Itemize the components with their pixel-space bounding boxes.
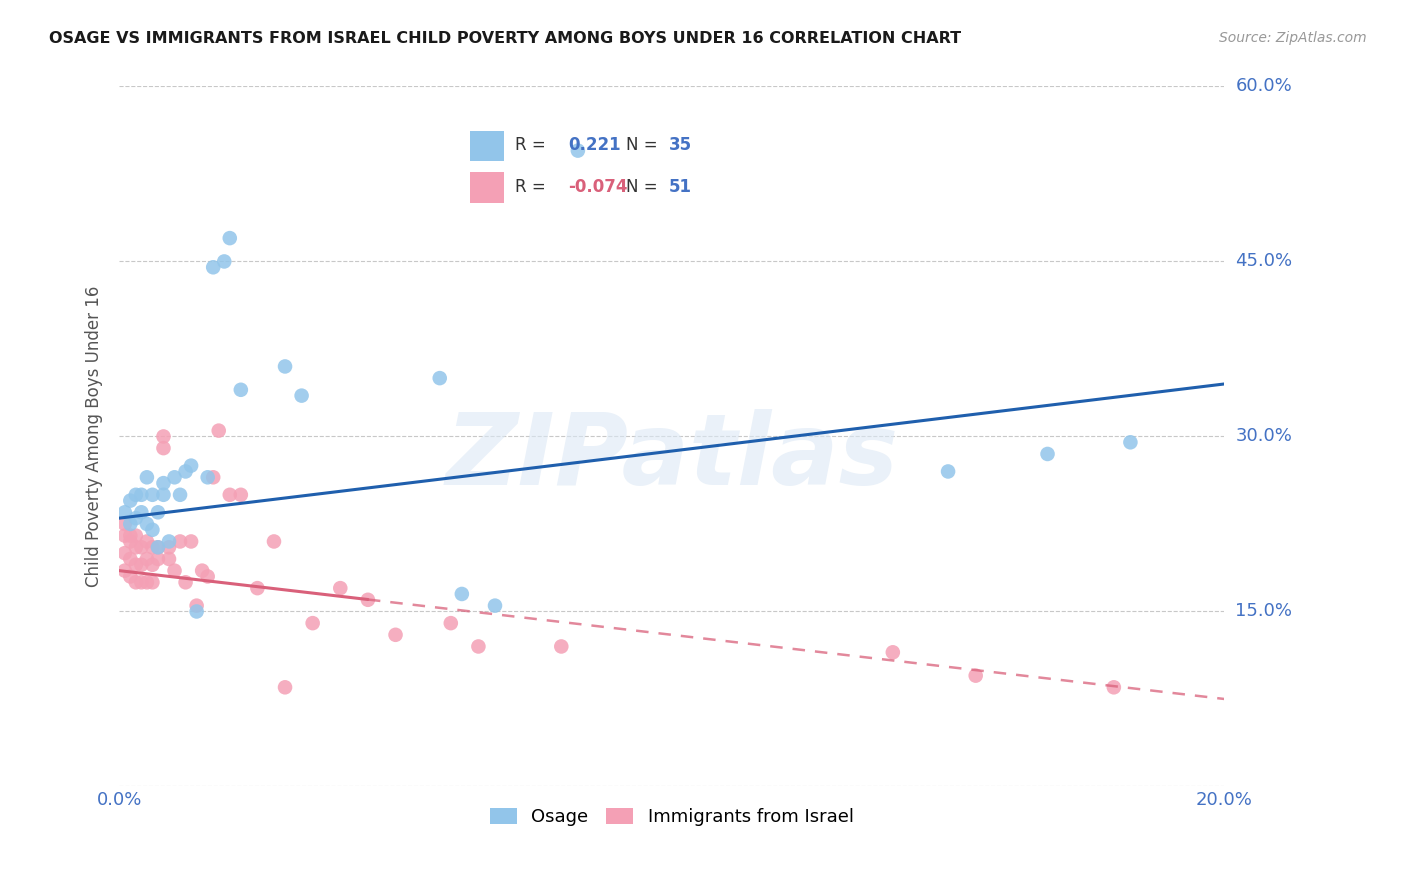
Point [141,575,163,590]
Point [131,541,153,555]
Point [174,465,197,479]
Point [135,534,157,549]
Point [274,359,297,374]
Point [114,505,136,519]
Point [120,552,142,566]
Point [146,541,169,555]
Point [208,424,231,438]
Point [146,552,169,566]
Point [550,640,572,654]
Point [141,523,163,537]
Text: 15.0%: 15.0% [1236,602,1292,621]
Point [163,470,186,484]
Point [157,534,180,549]
Point [125,575,148,590]
Point [125,511,148,525]
Point [157,541,180,555]
Point [163,564,186,578]
Point [429,371,451,385]
Point [125,488,148,502]
Point [141,541,163,555]
Point [125,541,148,555]
Point [197,569,219,583]
Point [152,488,174,502]
Point [218,488,240,502]
Point [152,429,174,443]
Point [131,558,153,572]
Point [218,231,240,245]
Point [141,488,163,502]
Point [120,569,142,583]
Point [125,528,148,542]
Point [120,528,142,542]
Point [965,668,987,682]
Point [467,640,489,654]
Text: ZIPatlas: ZIPatlas [446,409,898,506]
Point [180,534,202,549]
Point [882,645,904,659]
Point [246,581,269,595]
Point [131,505,153,519]
Point [131,575,153,590]
Point [114,546,136,560]
Point [152,476,174,491]
Point [263,534,285,549]
Text: Source: ZipAtlas.com: Source: ZipAtlas.com [1219,31,1367,45]
Point [169,534,191,549]
Point [186,605,208,619]
Point [135,516,157,531]
Point [120,534,142,549]
Point [135,552,157,566]
Point [125,558,148,572]
Point [157,552,180,566]
Legend: Osage, Immigrants from Israel: Osage, Immigrants from Israel [482,801,860,833]
Point [291,389,314,403]
Point [146,541,169,555]
Point [301,616,323,631]
Text: OSAGE VS IMMIGRANTS FROM ISRAEL CHILD POVERTY AMONG BOYS UNDER 16 CORRELATION CH: OSAGE VS IMMIGRANTS FROM ISRAEL CHILD PO… [49,31,962,46]
Point [114,564,136,578]
Point [131,488,153,502]
Point [197,470,219,484]
Point [1102,681,1125,695]
Point [202,470,225,484]
Point [135,575,157,590]
Text: 60.0%: 60.0% [1236,78,1292,95]
Point [202,260,225,275]
Point [567,144,589,158]
Point [936,465,959,479]
Point [1119,435,1142,450]
Point [274,681,297,695]
Point [114,528,136,542]
Text: 45.0%: 45.0% [1236,252,1292,270]
Point [169,488,191,502]
Point [141,558,163,572]
Y-axis label: Child Poverty Among Boys Under 16: Child Poverty Among Boys Under 16 [86,285,103,587]
Point [152,441,174,455]
Point [186,599,208,613]
Point [229,383,252,397]
Point [174,575,197,590]
Point [180,458,202,473]
Point [450,587,472,601]
Point [329,581,352,595]
Point [191,564,214,578]
Point [212,254,235,268]
Point [229,488,252,502]
Text: 30.0%: 30.0% [1236,427,1292,445]
Point [135,470,157,484]
Point [484,599,506,613]
Point [440,616,463,631]
Point [120,493,142,508]
Point [384,628,406,642]
Point [146,505,169,519]
Point [1036,447,1059,461]
Point [120,516,142,531]
Point [114,516,136,531]
Point [357,592,380,607]
